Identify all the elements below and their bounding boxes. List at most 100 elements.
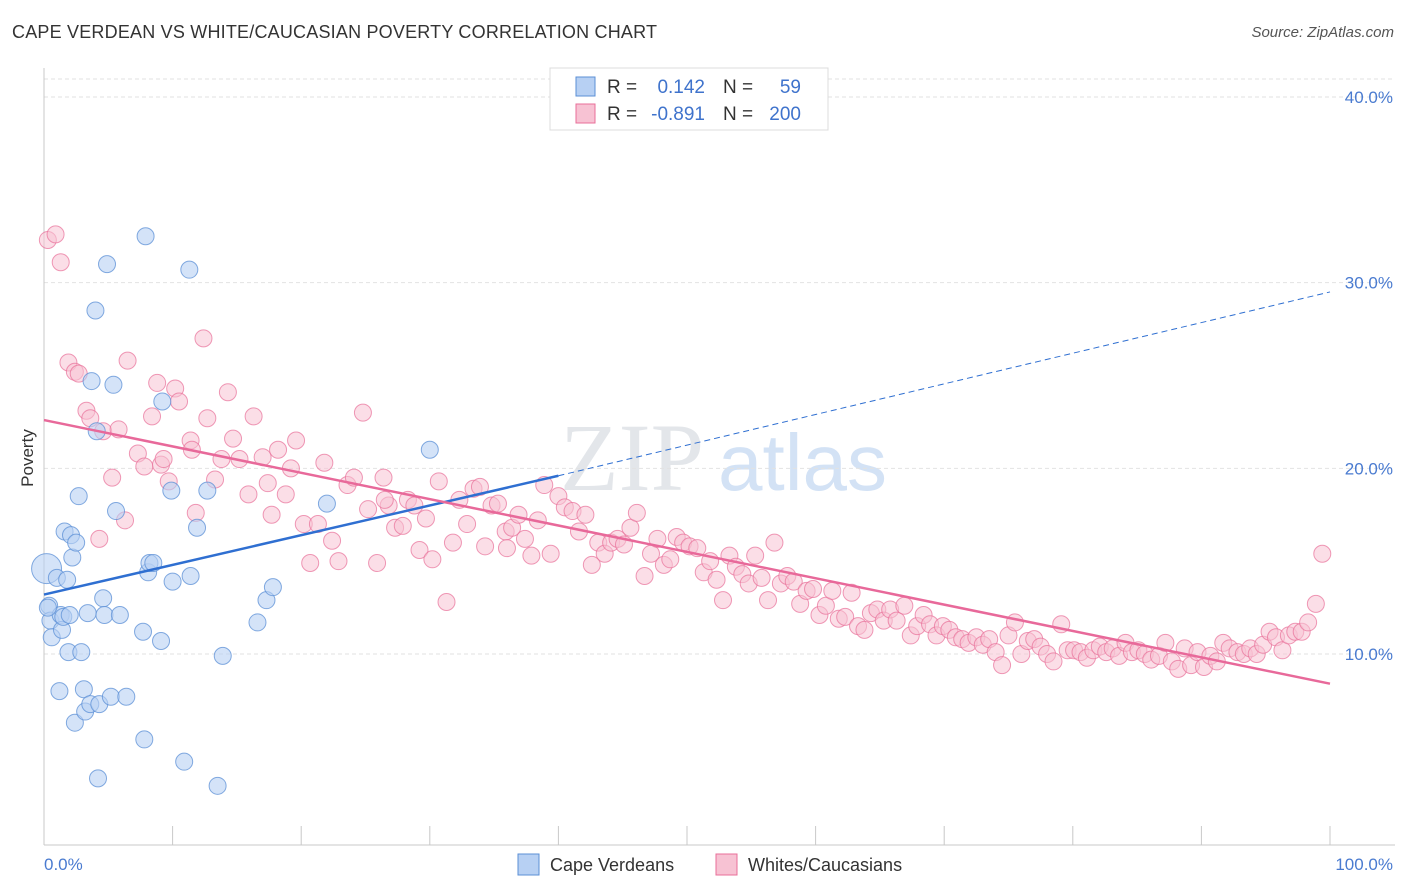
watermark-zip: ZIP	[560, 404, 704, 511]
source-label: Source: ZipAtlas.com	[1251, 24, 1394, 41]
point-cape-verdeans	[98, 255, 117, 274]
legend-n-value-1: 59	[780, 77, 801, 98]
legend-r-label-1: R =	[607, 77, 637, 98]
point-whites-caucasians	[765, 533, 784, 552]
point-whites-caucasians	[423, 550, 442, 569]
point-whites-caucasians	[375, 490, 394, 509]
trend-line-cape-verdeans-extension	[558, 291, 1331, 477]
point-whites-caucasians	[353, 403, 372, 422]
grid-lines	[44, 78, 1395, 655]
point-cape-verdeans	[181, 567, 200, 586]
point-cape-verdeans	[153, 392, 172, 411]
point-cape-verdeans	[180, 260, 199, 279]
trend-line-whites-caucasians	[43, 418, 1331, 685]
legend-swatch-blue	[575, 76, 596, 97]
x-tick-label-max: 100.0%	[1335, 855, 1393, 874]
trend-lines	[43, 291, 1331, 685]
point-whites-caucasians	[410, 541, 429, 560]
point-whites-caucasians	[262, 505, 281, 524]
point-cape-verdeans	[152, 632, 171, 651]
point-whites-caucasians	[993, 656, 1012, 675]
point-whites-caucasians	[895, 596, 914, 615]
point-cape-verdeans	[135, 730, 154, 749]
point-whites-caucasians	[301, 554, 320, 573]
point-whites-caucasians	[198, 409, 217, 428]
point-cape-verdeans	[188, 518, 207, 537]
point-cape-verdeans	[263, 578, 282, 597]
point-whites-caucasians	[522, 546, 541, 565]
point-whites-caucasians	[103, 468, 122, 487]
point-whites-caucasians	[135, 457, 154, 476]
point-whites-caucasians	[855, 620, 874, 639]
point-whites-caucasians	[437, 593, 456, 612]
point-whites-caucasians	[118, 351, 137, 370]
point-cape-verdeans	[69, 487, 88, 506]
point-cape-verdeans	[134, 622, 153, 641]
point-cape-verdeans	[107, 502, 126, 521]
point-whites-caucasians	[1156, 633, 1175, 652]
point-cape-verdeans	[78, 604, 97, 623]
point-whites-caucasians	[661, 550, 680, 569]
legend-r-value-2: -0.891	[651, 104, 705, 125]
point-whites-caucasians	[154, 450, 173, 469]
point-whites-caucasians	[1005, 613, 1024, 632]
point-whites-caucasians	[393, 516, 412, 535]
trend-line-cape-verdeans	[43, 474, 559, 596]
point-cape-verdeans	[208, 776, 227, 795]
point-cape-verdeans	[317, 494, 336, 513]
point-whites-caucasians	[752, 568, 771, 587]
legend: R = 0.142 N = 59 R = -0.891 N = 200	[549, 67, 829, 131]
bottom-legend-swatch-pink	[715, 853, 738, 876]
point-whites-caucasians	[582, 555, 601, 574]
point-whites-caucasians	[627, 503, 646, 522]
point-whites-caucasians	[46, 225, 65, 244]
point-cape-verdeans	[89, 769, 108, 788]
legend-n-label-2: N =	[723, 104, 753, 125]
point-whites-caucasians	[804, 580, 823, 599]
point-whites-caucasians	[509, 505, 528, 524]
point-whites-caucasians	[707, 570, 726, 589]
point-whites-caucasians	[315, 453, 334, 472]
point-whites-caucasians	[648, 529, 667, 548]
point-cape-verdeans	[248, 613, 267, 632]
point-whites-caucasians	[823, 581, 842, 600]
point-whites-caucasians	[470, 477, 489, 496]
point-cape-verdeans	[63, 548, 82, 567]
chart-title: CAPE VERDEAN VS WHITE/CAUCASIAN POVERTY …	[12, 22, 658, 42]
point-cape-verdeans	[163, 572, 182, 591]
axes	[43, 68, 1395, 846]
point-whites-caucasians	[1299, 613, 1318, 632]
legend-n-label-1: N =	[723, 77, 753, 98]
point-whites-caucasians	[488, 494, 507, 513]
point-cape-verdeans	[136, 227, 155, 246]
point-cape-verdeans	[74, 680, 93, 699]
point-whites-caucasians	[218, 383, 237, 402]
point-whites-caucasians	[51, 253, 70, 272]
point-whites-caucasians	[170, 392, 189, 411]
point-cape-verdeans	[101, 687, 120, 706]
point-whites-caucasians	[323, 531, 342, 550]
y-tick-label: 40.0%	[1345, 88, 1393, 107]
point-cape-verdeans	[38, 598, 57, 617]
point-cape-verdeans	[65, 713, 84, 732]
point-whites-caucasians	[635, 567, 654, 586]
point-whites-caucasians	[416, 509, 435, 528]
point-whites-caucasians	[476, 537, 495, 556]
point-whites-caucasians	[515, 529, 534, 548]
point-whites-caucasians	[276, 485, 295, 504]
point-cape-verdeans	[86, 301, 105, 320]
bottom-legend-label-1: Cape Verdeans	[550, 855, 674, 875]
point-whites-caucasians	[621, 518, 640, 537]
tick-labels: 10.0% 20.0% 30.0% 40.0% 0.0% 100.0%	[44, 88, 1393, 874]
y-tick-label: 10.0%	[1345, 645, 1393, 664]
bottom-legend-swatch-blue	[517, 853, 540, 876]
point-whites-caucasians	[244, 407, 263, 426]
point-whites-caucasians	[497, 539, 516, 558]
point-whites-caucasians	[443, 533, 462, 552]
point-cape-verdeans	[117, 687, 136, 706]
point-whites-caucasians	[541, 544, 560, 563]
legend-r-value-1: 0.142	[657, 77, 705, 98]
legend-r-label-2: R =	[607, 104, 637, 125]
y-tick-label: 30.0%	[1345, 274, 1393, 293]
point-whites-caucasians	[759, 591, 778, 610]
